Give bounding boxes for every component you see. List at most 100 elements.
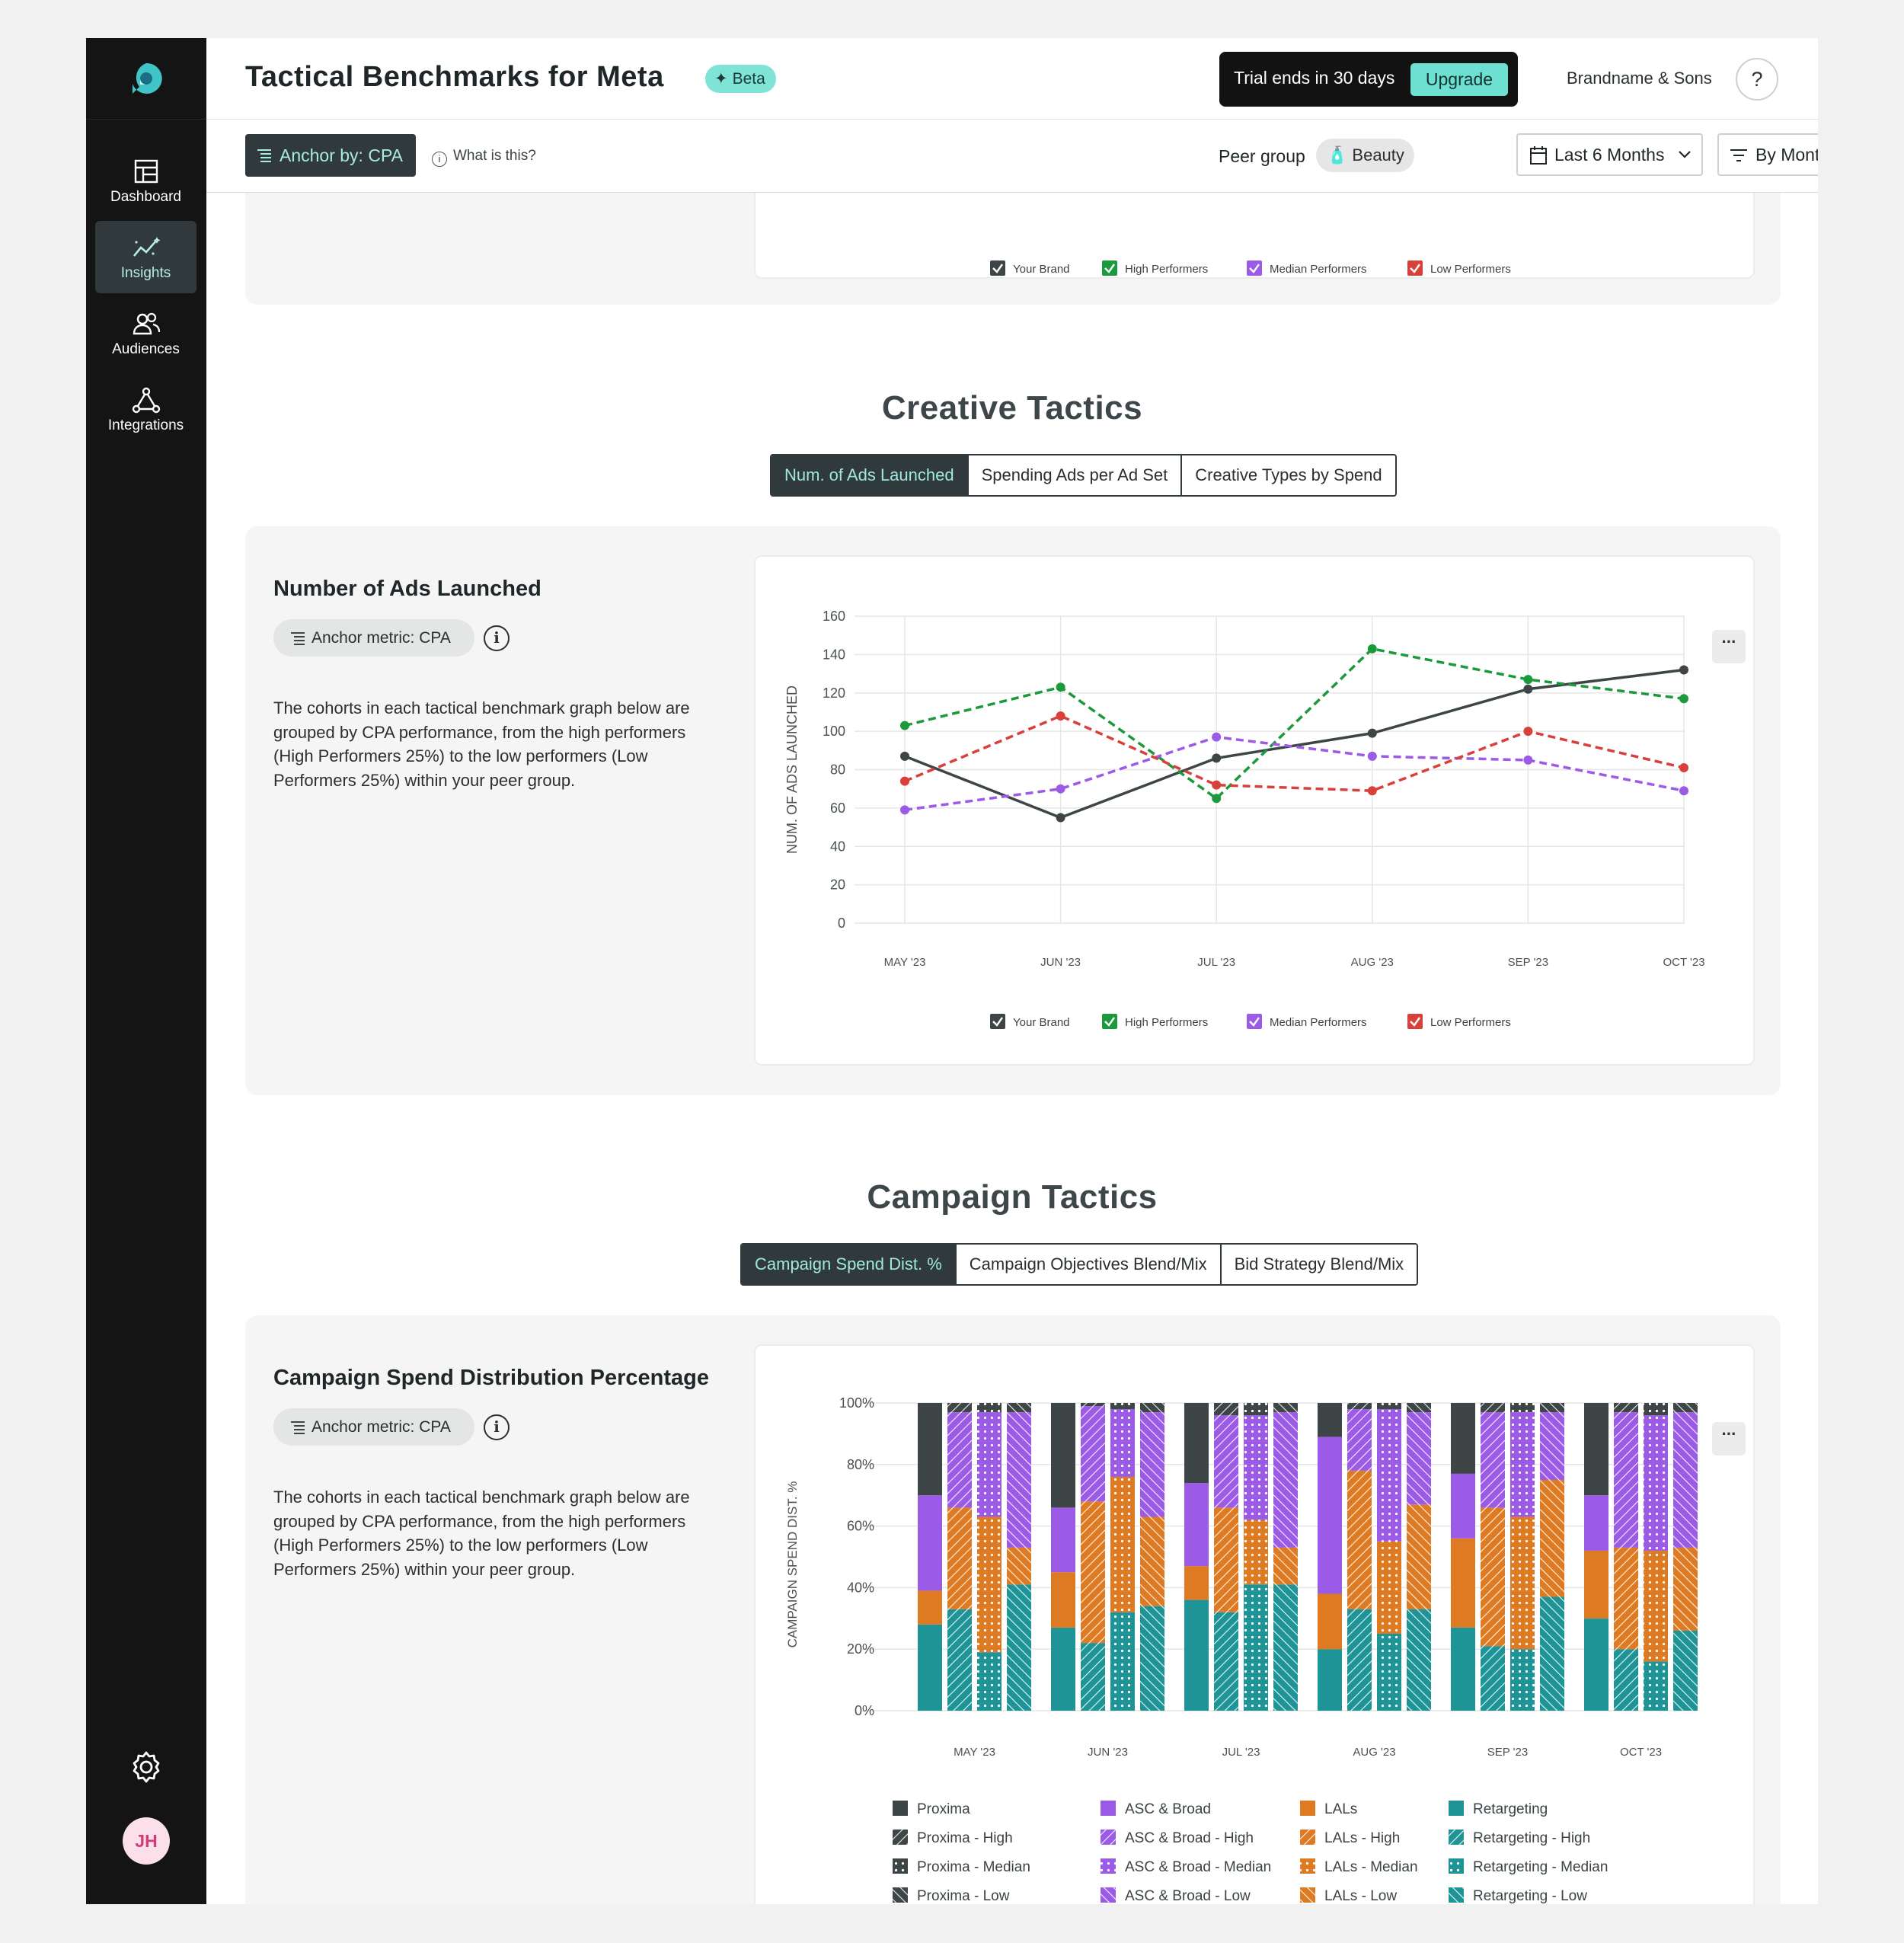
legend-item[interactable]: Your Brand [990, 260, 1070, 276]
tab-creative-types-by-spend[interactable]: Creative Types by Spend [1180, 455, 1395, 495]
user-avatar[interactable]: JH [123, 1817, 170, 1865]
logo-icon[interactable] [129, 61, 164, 96]
x-tick-label: JUN '23 [1088, 1746, 1128, 1759]
bar-segment [1273, 1584, 1298, 1711]
tab-spending-ads-per-ad-set[interactable]: Spending Ads per Ad Set [966, 455, 1181, 495]
trial-text: Trial ends in 30 days [1234, 68, 1395, 88]
y-tick-label: 40 [830, 839, 845, 854]
data-point [1679, 694, 1688, 704]
bar-segment [1377, 1409, 1401, 1542]
legend-item[interactable]: High Performers [1102, 1014, 1208, 1029]
legend-swatch [1300, 1858, 1315, 1874]
legend-item[interactable]: Proxima - Median [893, 1858, 1030, 1875]
legend-label: LALs - High [1324, 1830, 1400, 1846]
sidebar-item-insights[interactable]: Insights [95, 221, 196, 293]
legend-label: LALs [1324, 1801, 1357, 1817]
bar-segment [1481, 1507, 1505, 1647]
legend-label: ASC & Broad - High [1125, 1830, 1254, 1846]
sidebar-item-dashboard[interactable]: Dashboard [95, 145, 196, 217]
bar-segment [1273, 1412, 1298, 1548]
legend-item[interactable]: Low Performers [1407, 1014, 1511, 1029]
legend-item[interactable]: High Performers [1102, 260, 1208, 276]
info-icon[interactable]: i [484, 1414, 510, 1440]
peer-group-pill[interactable]: 🧴 Beauty [1316, 139, 1414, 172]
what-is-this-link[interactable]: i What is this? [432, 148, 536, 167]
bar-segment [1614, 1649, 1638, 1711]
legend-checkbox [1102, 1014, 1117, 1029]
legend-item[interactable]: ASC & Broad - Median [1101, 1858, 1271, 1875]
bar-segment [1140, 1412, 1164, 1517]
legend-swatch [1300, 1830, 1315, 1845]
date-range-dropdown[interactable]: Last 6 Months [1516, 133, 1703, 176]
legend-item[interactable]: Your Brand [990, 1014, 1070, 1029]
granularity-dropdown[interactable]: By Month [1717, 133, 1818, 176]
chart-more-options-button[interactable]: ··· [1712, 630, 1746, 663]
y-tick-label: 60 [830, 801, 845, 816]
legend-item[interactable]: Proxima - Low [893, 1887, 1010, 1904]
legend-item[interactable]: Proxima [893, 1801, 970, 1817]
tab-bid-strategy[interactable]: Bid Strategy Blend/Mix [1219, 1245, 1417, 1284]
bar-segment [947, 1412, 972, 1508]
tab-num-ads-launched[interactable]: Num. of Ads Launched [772, 455, 967, 495]
legend-swatch [1101, 1858, 1116, 1874]
bar-segment [918, 1590, 942, 1625]
sidebar-item-integrations[interactable]: Integrations [95, 373, 196, 446]
data-point [1212, 794, 1222, 804]
legend-item[interactable]: ASC & Broad - High [1101, 1830, 1254, 1846]
tab-campaign-objectives[interactable]: Campaign Objectives Blend/Mix [954, 1245, 1220, 1284]
check-icon [1410, 1017, 1420, 1027]
legend-label: Retargeting [1473, 1801, 1548, 1817]
tab-campaign-spend-dist[interactable]: Campaign Spend Dist. % [742, 1245, 955, 1284]
legend-item[interactable]: Retargeting - Median [1449, 1858, 1608, 1875]
legend-item[interactable]: Median Performers [1247, 260, 1367, 276]
legend-item[interactable]: Retargeting [1449, 1801, 1548, 1817]
data-point [1523, 675, 1533, 685]
y-tick-label: 80 [830, 762, 845, 778]
legend-item[interactable]: LALs - Median [1300, 1858, 1418, 1875]
y-tick-label: 20% [847, 1641, 874, 1657]
info-icon[interactable]: i [484, 625, 510, 651]
app-window: Dashboard Insights Audiences Integration… [86, 38, 1818, 1904]
series-line [904, 735, 1685, 812]
legend-item[interactable]: ASC & Broad [1101, 1801, 1211, 1817]
anchor-by-button[interactable]: Anchor by: CPA [245, 134, 416, 177]
bar-segment [1110, 1403, 1135, 1410]
bar-segment [1614, 1547, 1638, 1650]
chart-more-options-button[interactable]: ··· [1712, 1422, 1746, 1456]
bar-segment [1214, 1403, 1238, 1416]
legend-item[interactable]: ASC & Broad - Low [1101, 1887, 1251, 1904]
legend-item[interactable]: Retargeting - Low [1449, 1887, 1587, 1904]
x-tick-label: JUL '23 [1222, 1746, 1260, 1759]
bar-segment [1318, 1593, 1342, 1650]
upgrade-button[interactable]: Upgrade [1410, 63, 1508, 96]
legend-item[interactable]: Median Performers [1247, 1014, 1367, 1029]
brand-name[interactable]: Brandname & Sons [1567, 69, 1712, 88]
bar-segment [1184, 1599, 1209, 1711]
bar-segment [1140, 1403, 1164, 1413]
chevron-down-icon [1679, 151, 1691, 158]
bar-segment [1540, 1403, 1564, 1413]
help-button[interactable]: ? [1736, 58, 1778, 101]
check-icon [1104, 264, 1115, 273]
beauty-bottle-icon: 🧴 [1327, 145, 1348, 165]
bar-segment [947, 1507, 972, 1609]
settings-gear-icon[interactable] [129, 1750, 164, 1785]
bar-segment [1244, 1584, 1268, 1711]
legend-swatch [1449, 1858, 1464, 1874]
legend-item[interactable]: Low Performers [1407, 260, 1511, 276]
legend-label: ASC & Broad - Low [1125, 1888, 1251, 1904]
legend-item[interactable]: LALs [1300, 1801, 1357, 1817]
legend-item[interactable]: LALs - Low [1300, 1887, 1397, 1904]
legend-item[interactable]: LALs - High [1300, 1830, 1400, 1846]
previous-chart-legend: Your Brand High Performers Median Performe… [990, 260, 1511, 276]
x-tick-label: MAY '23 [954, 1746, 995, 1759]
legend-label: LALs - Median [1324, 1859, 1418, 1875]
legend-label: Your Brand [1013, 1016, 1070, 1029]
legend-item[interactable]: Retargeting - High [1449, 1830, 1590, 1846]
bar-segment [1510, 1516, 1535, 1650]
legend-item[interactable]: Proxima - High [893, 1830, 1013, 1846]
ads-launched-chart-card: 0 20 40 60 80 100 120 140 160 MAY '23 JUN '23 JUL '… [754, 555, 1755, 1066]
data-point [1056, 711, 1065, 721]
x-tick-label: SEP '23 [1508, 956, 1548, 969]
sidebar-item-audiences[interactable]: Audiences [95, 297, 196, 369]
